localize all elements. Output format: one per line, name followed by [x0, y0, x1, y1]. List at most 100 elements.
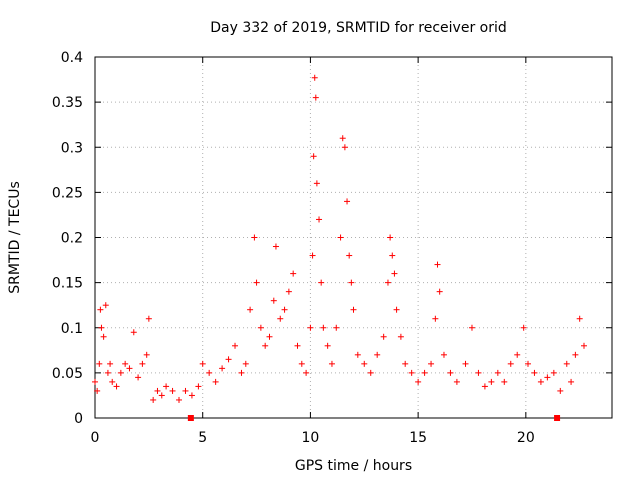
data-point [391, 270, 398, 277]
data-point [568, 378, 575, 385]
data-point [544, 374, 551, 381]
data-point [350, 306, 357, 313]
data-point [337, 234, 344, 241]
data-point [122, 360, 129, 367]
data-point [576, 315, 583, 322]
data-point [318, 279, 325, 286]
y-tick-label: 0.2 [61, 231, 83, 247]
data-point [397, 333, 404, 340]
x-tick-label: 5 [198, 430, 207, 446]
data-point [277, 315, 284, 322]
data-point [188, 392, 195, 399]
data-point [475, 369, 482, 376]
data-point [488, 378, 495, 385]
data-point [195, 383, 202, 390]
data-point [447, 369, 454, 376]
data-point [333, 324, 340, 331]
data-point [285, 288, 292, 295]
data-point [436, 288, 443, 295]
data-point [163, 383, 170, 390]
data-point [307, 324, 314, 331]
data-point [98, 324, 105, 331]
data-point [367, 369, 374, 376]
data-point [374, 351, 381, 358]
data-point [113, 383, 120, 390]
x-tick-label: 20 [517, 430, 535, 446]
data-point [100, 333, 107, 340]
data-point [389, 252, 396, 259]
data-point [242, 360, 249, 367]
data-point [281, 306, 288, 313]
data-point [514, 351, 521, 358]
x-tick-label: 15 [409, 430, 427, 446]
data-point [104, 369, 111, 376]
data-point [402, 360, 409, 367]
data-point [247, 306, 254, 313]
data-gap-markers [187, 415, 561, 421]
data-point [313, 180, 320, 187]
data-point [557, 387, 564, 394]
data-point [537, 378, 544, 385]
data-point [253, 279, 260, 286]
x-tick-label: 0 [91, 430, 100, 446]
gap-marker [554, 415, 561, 421]
data-point [393, 306, 400, 313]
y-tick-label: 0.15 [52, 276, 83, 292]
data-point [408, 369, 415, 376]
data-point [432, 315, 439, 322]
data-point [251, 234, 258, 241]
data-point [266, 333, 273, 340]
data-point [348, 279, 355, 286]
data-point [380, 333, 387, 340]
data-point [145, 315, 152, 322]
data-point [428, 360, 435, 367]
data-point [117, 369, 124, 376]
data-point [94, 387, 101, 394]
data-point [563, 360, 570, 367]
gap-marker [187, 415, 194, 421]
data-point [182, 387, 189, 394]
chart-title: Day 332 of 2019, SRMTID for receiver ori… [210, 20, 507, 36]
data-point [520, 324, 527, 331]
data-point [440, 351, 447, 358]
data-point [257, 324, 264, 331]
data-point [501, 378, 508, 385]
data-point [232, 342, 239, 349]
data-point [324, 342, 331, 349]
data-point [212, 378, 219, 385]
data-point [102, 302, 109, 309]
data-point [262, 342, 269, 349]
data-point [169, 387, 176, 394]
data-point [135, 374, 142, 381]
data-point [339, 135, 346, 142]
data-points [92, 74, 587, 403]
data-point [580, 342, 587, 349]
y-tick-label: 0.35 [52, 95, 83, 111]
data-point [158, 392, 165, 399]
data-point [199, 360, 206, 367]
data-point [303, 369, 310, 376]
data-point [139, 360, 146, 367]
grid-lines [95, 57, 612, 418]
data-point [341, 144, 348, 151]
x-tick-label: 10 [302, 430, 320, 446]
data-point [316, 216, 323, 223]
data-point [550, 369, 557, 376]
data-point [494, 369, 501, 376]
data-point [387, 234, 394, 241]
data-point [346, 252, 353, 259]
data-point [311, 74, 318, 81]
data-point [126, 365, 133, 372]
data-point [143, 351, 150, 358]
y-tick-label: 0.1 [61, 321, 83, 337]
data-point [130, 329, 137, 336]
data-point [109, 378, 116, 385]
data-point [354, 351, 361, 358]
data-point [434, 261, 441, 268]
axis-ticks: 0 5 10 15 20 0 0.05 0.1 0.15 0.2 0.25 0.3 0.35 0.4 [52, 50, 612, 446]
data-point [481, 383, 488, 390]
x-axis-label: GPS time / hours [295, 458, 412, 474]
data-point [453, 378, 460, 385]
data-point [328, 360, 335, 367]
